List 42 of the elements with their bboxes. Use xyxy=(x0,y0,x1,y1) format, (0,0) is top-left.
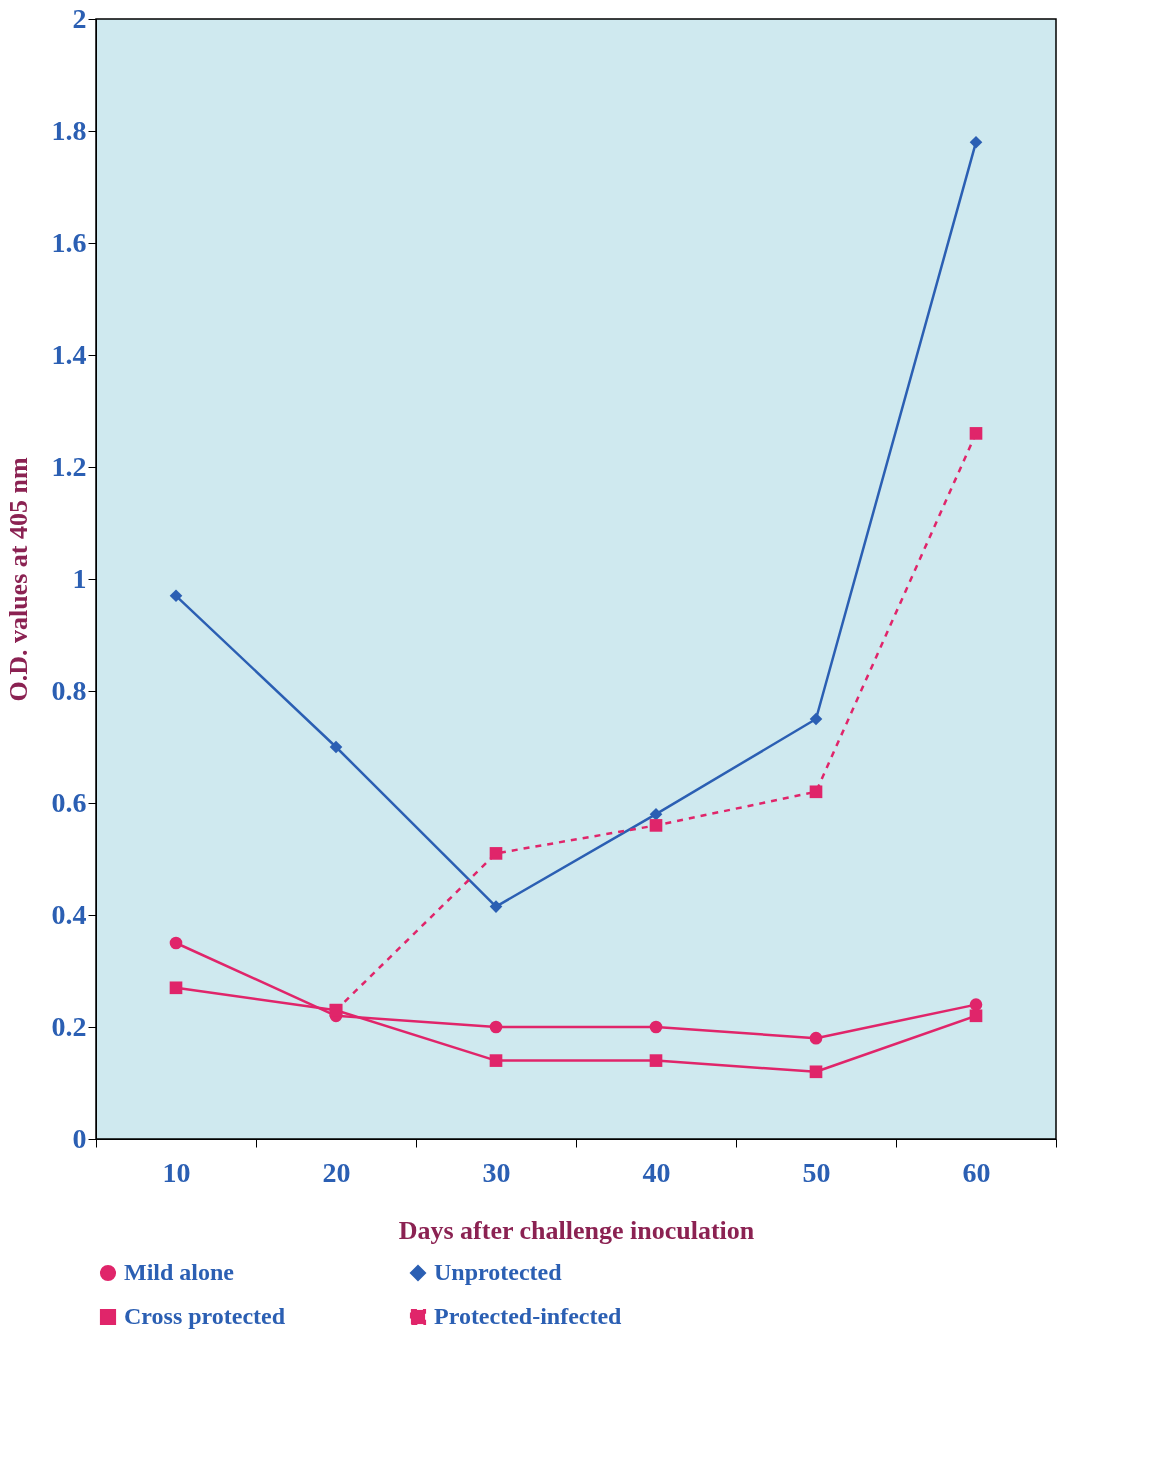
point xyxy=(969,427,983,440)
point xyxy=(809,1031,823,1045)
point xyxy=(329,740,343,754)
legend-label: Cross protected xyxy=(124,1303,286,1329)
y-tick-label: 1.2 xyxy=(51,450,87,482)
y-tick-label: 0.8 xyxy=(51,674,87,706)
point xyxy=(489,900,503,913)
point xyxy=(649,1020,663,1034)
point xyxy=(489,847,503,860)
y-tick-label: 1.6 xyxy=(51,226,87,258)
point xyxy=(969,135,983,149)
legend-label: Protected-infected xyxy=(434,1303,623,1329)
point xyxy=(489,1054,503,1067)
y-tick-label: 1.8 xyxy=(51,114,87,146)
y-tick-label: 0.4 xyxy=(51,898,87,930)
point xyxy=(649,819,663,832)
y-tick-label: 1.4 xyxy=(51,338,87,370)
point xyxy=(809,712,823,726)
y-tick-label: 0.6 xyxy=(51,786,87,818)
point xyxy=(809,785,823,799)
y-tick-label: 0.2 xyxy=(51,1010,87,1042)
legend-label: Unprotected xyxy=(434,1259,563,1285)
x-tick-label: 10 xyxy=(162,1156,191,1188)
point xyxy=(649,807,663,821)
point xyxy=(969,1009,983,1023)
x-tick-label: 40 xyxy=(642,1156,671,1188)
legend-label: Mild alone xyxy=(124,1259,235,1285)
x-tick-label: 30 xyxy=(482,1156,511,1188)
point xyxy=(649,1054,663,1067)
point xyxy=(489,1020,503,1034)
point xyxy=(809,1065,823,1079)
y-axis-title: O.D. values at 405 nm xyxy=(3,457,33,702)
x-tick-label: 20 xyxy=(322,1156,351,1188)
point xyxy=(169,981,183,995)
x-tick-label: 50 xyxy=(802,1156,831,1188)
x-axis-title: Days after challenge inoculation xyxy=(398,1215,755,1245)
y-tick-label: 2 xyxy=(72,2,87,34)
y-tick-label: 0 xyxy=(72,1122,87,1154)
point xyxy=(169,589,183,603)
y-tick-label: 1 xyxy=(72,562,87,594)
x-tick-label: 60 xyxy=(962,1156,991,1188)
point xyxy=(169,936,183,950)
